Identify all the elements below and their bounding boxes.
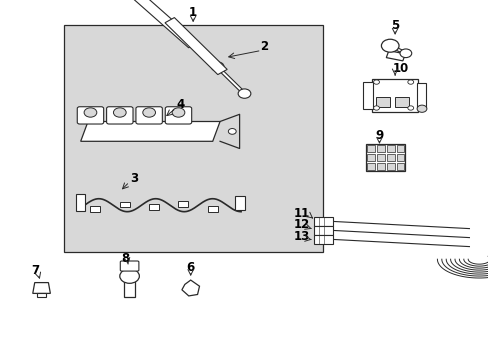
Text: 13: 13: [293, 230, 310, 243]
Text: 12: 12: [293, 218, 310, 231]
Bar: [207, 206, 217, 212]
Bar: [366, 154, 374, 161]
Bar: [376, 163, 384, 170]
Text: 8: 8: [122, 252, 129, 265]
Bar: [313, 217, 332, 226]
FancyBboxPatch shape: [120, 261, 139, 271]
Polygon shape: [132, 0, 197, 48]
Polygon shape: [37, 293, 46, 297]
Bar: [386, 154, 394, 161]
Text: 11: 11: [293, 207, 310, 220]
Circle shape: [142, 108, 155, 117]
Text: 10: 10: [392, 62, 408, 75]
Bar: [366, 163, 374, 170]
Bar: [376, 154, 384, 161]
Circle shape: [373, 80, 379, 84]
Bar: [396, 163, 404, 170]
Circle shape: [381, 39, 398, 52]
Polygon shape: [182, 280, 199, 296]
Text: 3: 3: [130, 172, 138, 185]
Bar: [416, 83, 425, 108]
Circle shape: [84, 108, 97, 117]
Circle shape: [407, 106, 413, 110]
Bar: [376, 145, 384, 152]
Bar: [394, 97, 408, 107]
Bar: [365, 144, 404, 171]
Bar: [396, 154, 404, 161]
Bar: [313, 226, 332, 235]
FancyBboxPatch shape: [106, 107, 133, 124]
Circle shape: [211, 62, 224, 71]
FancyBboxPatch shape: [136, 107, 162, 124]
Circle shape: [399, 49, 411, 58]
Circle shape: [373, 106, 379, 110]
Text: 1: 1: [189, 6, 197, 19]
Bar: [234, 196, 245, 210]
Circle shape: [113, 108, 126, 117]
Bar: [149, 204, 159, 210]
Circle shape: [407, 80, 413, 84]
Polygon shape: [33, 283, 50, 293]
Circle shape: [238, 89, 250, 98]
Text: 6: 6: [186, 261, 194, 274]
FancyBboxPatch shape: [77, 107, 103, 124]
Bar: [371, 79, 417, 112]
Bar: [313, 235, 332, 244]
Text: 2: 2: [260, 40, 267, 53]
Circle shape: [120, 269, 139, 283]
Bar: [386, 145, 394, 152]
Text: 4: 4: [177, 98, 184, 111]
Polygon shape: [81, 122, 220, 141]
Bar: [386, 163, 394, 170]
Polygon shape: [164, 18, 227, 75]
Bar: [90, 206, 100, 212]
Bar: [396, 145, 404, 152]
Circle shape: [416, 105, 426, 112]
Circle shape: [172, 108, 184, 117]
FancyBboxPatch shape: [165, 107, 191, 124]
Text: 9: 9: [375, 129, 383, 141]
Bar: [366, 145, 374, 152]
Bar: [375, 97, 389, 107]
Text: 5: 5: [390, 19, 398, 32]
Bar: [178, 201, 188, 207]
Text: 7: 7: [31, 264, 39, 276]
Bar: [123, 277, 135, 297]
Bar: [76, 194, 84, 211]
Bar: [386, 51, 405, 61]
Bar: [362, 82, 372, 109]
Circle shape: [228, 129, 236, 134]
Bar: [120, 202, 129, 207]
Bar: [63, 25, 322, 252]
